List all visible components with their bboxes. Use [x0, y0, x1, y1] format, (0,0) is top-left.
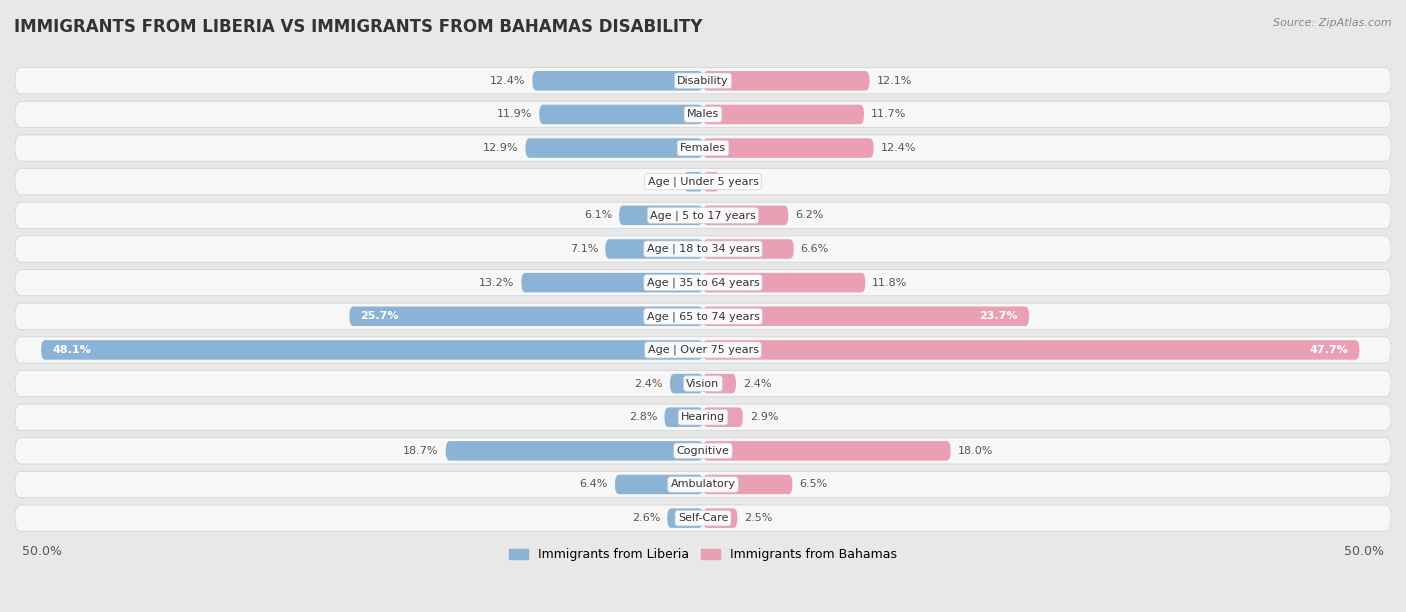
FancyBboxPatch shape — [703, 273, 865, 293]
FancyBboxPatch shape — [703, 374, 735, 394]
FancyBboxPatch shape — [671, 374, 703, 394]
FancyBboxPatch shape — [703, 307, 1029, 326]
Text: Ambulatory: Ambulatory — [671, 479, 735, 490]
FancyBboxPatch shape — [15, 337, 1391, 363]
Legend: Immigrants from Liberia, Immigrants from Bahamas: Immigrants from Liberia, Immigrants from… — [503, 543, 903, 566]
Text: 50.0%: 50.0% — [1344, 545, 1384, 558]
FancyBboxPatch shape — [668, 509, 703, 528]
Text: Hearing: Hearing — [681, 412, 725, 422]
Text: Disability: Disability — [678, 76, 728, 86]
Text: Self-Care: Self-Care — [678, 513, 728, 523]
Text: 18.7%: 18.7% — [404, 446, 439, 456]
Text: Age | 18 to 34 years: Age | 18 to 34 years — [647, 244, 759, 254]
FancyBboxPatch shape — [703, 509, 737, 528]
FancyBboxPatch shape — [703, 475, 793, 494]
Text: 11.8%: 11.8% — [872, 278, 908, 288]
FancyBboxPatch shape — [15, 303, 1391, 329]
Text: IMMIGRANTS FROM LIBERIA VS IMMIGRANTS FROM BAHAMAS DISABILITY: IMMIGRANTS FROM LIBERIA VS IMMIGRANTS FR… — [14, 18, 703, 36]
Text: Cognitive: Cognitive — [676, 446, 730, 456]
Text: Age | Over 75 years: Age | Over 75 years — [648, 345, 758, 355]
Text: 6.1%: 6.1% — [583, 211, 612, 220]
FancyBboxPatch shape — [349, 307, 703, 326]
FancyBboxPatch shape — [703, 239, 794, 259]
FancyBboxPatch shape — [15, 236, 1391, 262]
FancyBboxPatch shape — [15, 438, 1391, 464]
Text: Females: Females — [681, 143, 725, 153]
FancyBboxPatch shape — [15, 505, 1391, 531]
FancyBboxPatch shape — [614, 475, 703, 494]
Text: 2.4%: 2.4% — [742, 379, 772, 389]
Text: 7.1%: 7.1% — [569, 244, 599, 254]
FancyBboxPatch shape — [15, 68, 1391, 94]
FancyBboxPatch shape — [703, 340, 1360, 360]
Text: 13.2%: 13.2% — [479, 278, 515, 288]
FancyBboxPatch shape — [606, 239, 703, 259]
FancyBboxPatch shape — [533, 71, 703, 91]
FancyBboxPatch shape — [703, 105, 865, 124]
Text: 6.5%: 6.5% — [800, 479, 828, 490]
Text: 47.7%: 47.7% — [1309, 345, 1348, 355]
Text: 1.2%: 1.2% — [727, 177, 755, 187]
Text: 12.4%: 12.4% — [880, 143, 915, 153]
Text: 6.6%: 6.6% — [800, 244, 830, 254]
Text: Vision: Vision — [686, 379, 720, 389]
FancyBboxPatch shape — [15, 370, 1391, 397]
Text: 6.2%: 6.2% — [796, 211, 824, 220]
Text: 2.9%: 2.9% — [749, 412, 779, 422]
Text: 11.9%: 11.9% — [496, 110, 533, 119]
FancyBboxPatch shape — [703, 71, 869, 91]
FancyBboxPatch shape — [540, 105, 703, 124]
Text: Age | 65 to 74 years: Age | 65 to 74 years — [647, 311, 759, 321]
FancyBboxPatch shape — [15, 202, 1391, 228]
FancyBboxPatch shape — [15, 135, 1391, 161]
FancyBboxPatch shape — [522, 273, 703, 293]
FancyBboxPatch shape — [15, 471, 1391, 498]
FancyBboxPatch shape — [703, 408, 742, 427]
Text: 23.7%: 23.7% — [980, 312, 1018, 321]
Text: 50.0%: 50.0% — [22, 545, 62, 558]
Text: 11.7%: 11.7% — [870, 110, 907, 119]
Text: 2.6%: 2.6% — [631, 513, 661, 523]
FancyBboxPatch shape — [15, 269, 1391, 296]
Text: 18.0%: 18.0% — [957, 446, 993, 456]
FancyBboxPatch shape — [703, 206, 789, 225]
FancyBboxPatch shape — [703, 441, 950, 461]
Text: 6.4%: 6.4% — [579, 479, 607, 490]
Text: 2.4%: 2.4% — [634, 379, 664, 389]
FancyBboxPatch shape — [703, 138, 873, 158]
FancyBboxPatch shape — [526, 138, 703, 158]
FancyBboxPatch shape — [703, 172, 720, 192]
FancyBboxPatch shape — [15, 168, 1391, 195]
FancyBboxPatch shape — [446, 441, 703, 461]
Text: Age | Under 5 years: Age | Under 5 years — [648, 176, 758, 187]
FancyBboxPatch shape — [683, 172, 703, 192]
FancyBboxPatch shape — [15, 102, 1391, 127]
Text: 12.9%: 12.9% — [484, 143, 519, 153]
FancyBboxPatch shape — [41, 340, 703, 360]
Text: 2.5%: 2.5% — [744, 513, 773, 523]
FancyBboxPatch shape — [15, 404, 1391, 430]
Text: Males: Males — [688, 110, 718, 119]
Text: Source: ZipAtlas.com: Source: ZipAtlas.com — [1274, 18, 1392, 28]
Text: Age | 35 to 64 years: Age | 35 to 64 years — [647, 277, 759, 288]
Text: 1.4%: 1.4% — [648, 177, 676, 187]
Text: 12.1%: 12.1% — [876, 76, 911, 86]
Text: 25.7%: 25.7% — [360, 312, 399, 321]
Text: 48.1%: 48.1% — [52, 345, 91, 355]
Text: Age | 5 to 17 years: Age | 5 to 17 years — [650, 210, 756, 220]
FancyBboxPatch shape — [619, 206, 703, 225]
Text: 12.4%: 12.4% — [491, 76, 526, 86]
FancyBboxPatch shape — [665, 408, 703, 427]
Text: 2.8%: 2.8% — [628, 412, 658, 422]
